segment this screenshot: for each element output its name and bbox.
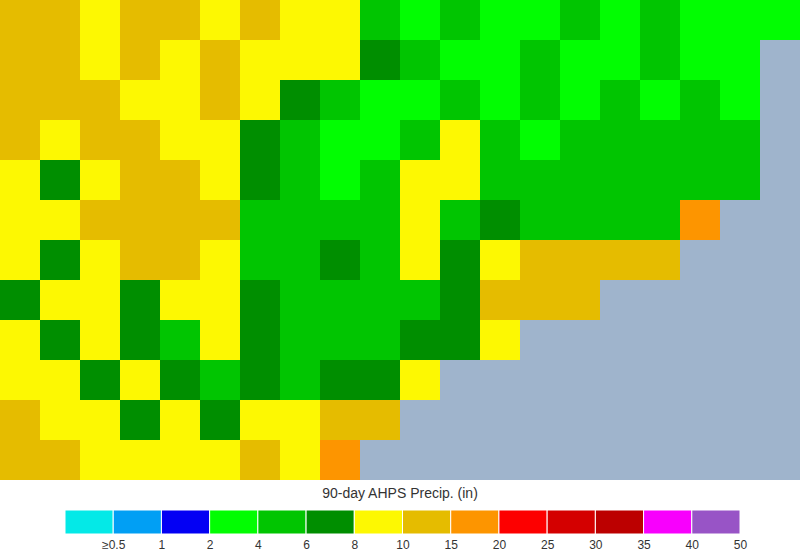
svg-text:15: 15 <box>445 538 459 552</box>
svg-text:25: 25 <box>541 538 555 552</box>
svg-text:40: 40 <box>686 538 700 552</box>
svg-text:4: 4 <box>255 538 262 552</box>
svg-text:20: 20 <box>493 538 507 552</box>
svg-text:35: 35 <box>637 538 651 552</box>
svg-text:8: 8 <box>351 538 358 552</box>
html-text:90-day AHPS Precip. (in): 90-day AHPS Precip. (in) <box>322 485 478 501</box>
svg-text:≥0.5: ≥0.5 <box>102 538 126 552</box>
svg-text:1: 1 <box>159 538 166 552</box>
svg-text:30: 30 <box>589 538 603 552</box>
svg-text:2: 2 <box>207 538 214 552</box>
svg-text:50: 50 <box>734 538 748 552</box>
svg-text:6: 6 <box>303 538 310 552</box>
svg-text:10: 10 <box>396 538 410 552</box>
